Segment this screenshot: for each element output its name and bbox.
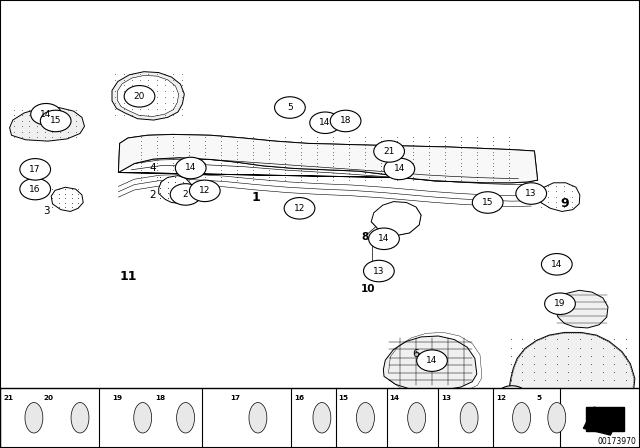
- Ellipse shape: [408, 402, 426, 433]
- Circle shape: [40, 110, 71, 132]
- Circle shape: [31, 103, 61, 125]
- Circle shape: [175, 157, 206, 179]
- Text: 18: 18: [156, 395, 166, 401]
- Circle shape: [364, 260, 394, 282]
- Text: 00173970: 00173970: [598, 437, 637, 446]
- Circle shape: [310, 112, 340, 134]
- Text: 13: 13: [525, 189, 537, 198]
- Polygon shape: [112, 72, 184, 120]
- Text: 13: 13: [442, 395, 452, 401]
- Circle shape: [275, 97, 305, 118]
- Text: 6: 6: [413, 349, 419, 359]
- Text: 14: 14: [394, 164, 405, 173]
- Ellipse shape: [134, 402, 152, 433]
- Ellipse shape: [548, 402, 566, 433]
- Text: 15: 15: [50, 116, 61, 125]
- Circle shape: [124, 86, 155, 107]
- Circle shape: [545, 293, 575, 314]
- Polygon shape: [556, 290, 608, 328]
- Ellipse shape: [313, 402, 331, 433]
- Text: 5: 5: [287, 103, 292, 112]
- Text: 20: 20: [134, 92, 145, 101]
- Circle shape: [369, 228, 399, 250]
- Text: 14: 14: [378, 234, 390, 243]
- Ellipse shape: [71, 402, 89, 433]
- Text: 2: 2: [149, 190, 156, 200]
- Text: 17: 17: [230, 395, 241, 401]
- Text: 10: 10: [361, 284, 375, 294]
- Text: 1: 1: [252, 190, 260, 204]
- Text: 21: 21: [383, 147, 395, 156]
- Polygon shape: [117, 75, 179, 116]
- Text: 8: 8: [361, 233, 369, 242]
- Text: 7: 7: [478, 415, 484, 425]
- FancyArrow shape: [584, 407, 621, 435]
- Text: 21: 21: [3, 395, 13, 401]
- Text: 14: 14: [185, 164, 196, 172]
- Polygon shape: [51, 187, 83, 211]
- Ellipse shape: [177, 402, 195, 433]
- Circle shape: [170, 184, 201, 205]
- Text: 14: 14: [551, 260, 563, 269]
- Text: 14: 14: [389, 395, 399, 401]
- Text: 14: 14: [40, 110, 52, 119]
- Polygon shape: [506, 332, 635, 428]
- Text: 16: 16: [294, 395, 305, 401]
- Ellipse shape: [513, 402, 531, 433]
- Text: 17: 17: [29, 165, 41, 174]
- Text: 12: 12: [496, 395, 506, 401]
- Ellipse shape: [460, 402, 478, 433]
- Circle shape: [374, 141, 404, 162]
- Text: 15: 15: [482, 198, 493, 207]
- Text: 5: 5: [536, 395, 541, 401]
- Text: 12: 12: [506, 392, 518, 401]
- Circle shape: [20, 178, 51, 200]
- Circle shape: [330, 110, 361, 132]
- Text: 18: 18: [340, 116, 351, 125]
- Text: 14: 14: [319, 118, 331, 127]
- Text: 19: 19: [554, 299, 566, 308]
- Polygon shape: [371, 202, 421, 235]
- Circle shape: [516, 183, 547, 204]
- Polygon shape: [10, 108, 84, 141]
- Text: 11: 11: [119, 270, 137, 284]
- Polygon shape: [118, 134, 538, 183]
- Circle shape: [20, 159, 51, 180]
- Text: 4: 4: [149, 163, 156, 173]
- Circle shape: [189, 180, 220, 202]
- Text: 9: 9: [561, 197, 570, 211]
- Circle shape: [284, 198, 315, 219]
- Text: 15: 15: [338, 395, 348, 401]
- Text: 12: 12: [294, 204, 305, 213]
- Text: 20: 20: [44, 395, 54, 401]
- Ellipse shape: [25, 402, 43, 433]
- Ellipse shape: [249, 402, 267, 433]
- Circle shape: [497, 386, 527, 407]
- Text: 16: 16: [29, 185, 41, 194]
- Polygon shape: [539, 183, 580, 211]
- Circle shape: [541, 254, 572, 275]
- Circle shape: [472, 192, 503, 213]
- Circle shape: [384, 158, 415, 180]
- Polygon shape: [159, 176, 191, 203]
- Ellipse shape: [356, 402, 374, 433]
- Text: 2: 2: [183, 190, 188, 199]
- Bar: [586, 407, 624, 431]
- Text: 12: 12: [199, 186, 211, 195]
- Polygon shape: [372, 235, 394, 246]
- Text: 14: 14: [426, 356, 438, 365]
- Bar: [0, 388, 640, 448]
- Polygon shape: [383, 336, 477, 391]
- Polygon shape: [118, 134, 538, 183]
- Text: 3: 3: [44, 207, 50, 216]
- Circle shape: [417, 350, 447, 371]
- Text: 19: 19: [112, 395, 122, 401]
- Text: 13: 13: [373, 267, 385, 276]
